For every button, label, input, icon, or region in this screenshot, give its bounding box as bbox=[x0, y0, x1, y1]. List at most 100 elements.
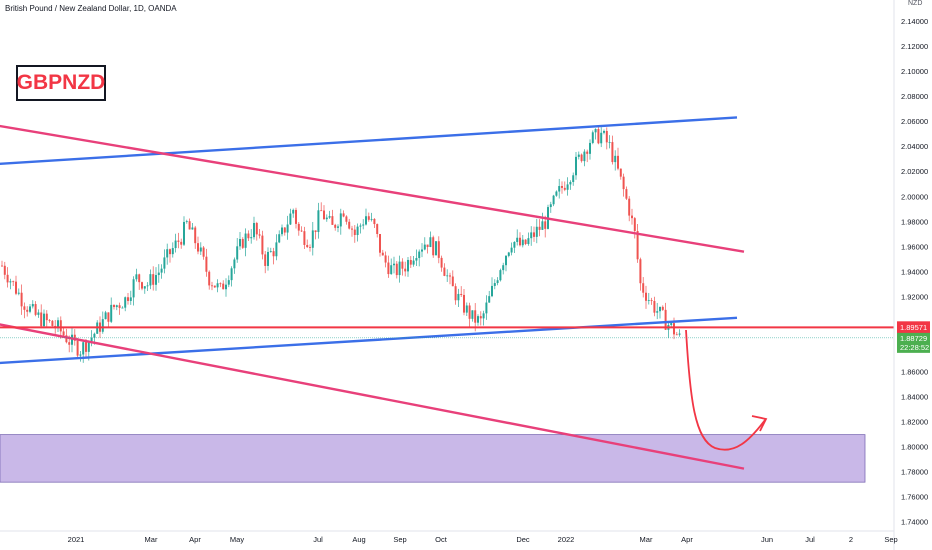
projection-arrow bbox=[685, 329, 768, 451]
candle-body bbox=[241, 239, 244, 248]
candle-body bbox=[121, 307, 124, 309]
price-tick-label: 2.00000 bbox=[901, 192, 928, 201]
candle-body bbox=[281, 227, 283, 235]
time-tick-label: Dec bbox=[516, 535, 530, 544]
candle-body bbox=[479, 316, 482, 319]
candle-body bbox=[141, 282, 143, 289]
price-tick-label: 2.04000 bbox=[901, 142, 928, 151]
candle-body bbox=[418, 251, 421, 259]
time-axis[interactable]: 2021 Mar Apr May Jul Aug Sep Oct Dec 2022 Mar Apr Ju… bbox=[0, 530, 898, 544]
candle-body bbox=[625, 189, 628, 199]
candle-body bbox=[577, 154, 580, 157]
countdown-text: 22:28:52 bbox=[900, 343, 929, 352]
candle-body bbox=[15, 281, 17, 294]
candle-body bbox=[583, 151, 586, 162]
candle-body bbox=[639, 259, 642, 284]
candle-body bbox=[415, 258, 418, 261]
candle-body bbox=[653, 301, 656, 313]
candle-body bbox=[381, 252, 384, 256]
candle-body bbox=[367, 216, 370, 220]
candle-body bbox=[605, 130, 608, 143]
candle-body bbox=[1, 265, 3, 267]
candle-body bbox=[12, 281, 15, 283]
candle-body bbox=[530, 232, 533, 239]
candle-body bbox=[465, 305, 468, 313]
candle-body bbox=[3, 265, 6, 275]
time-tick-label: Apr bbox=[189, 535, 201, 544]
candle-body bbox=[496, 280, 499, 284]
candle-body bbox=[463, 294, 465, 313]
candle-body bbox=[303, 231, 306, 245]
candle-body bbox=[426, 244, 429, 247]
candle-body bbox=[608, 142, 611, 143]
candle-body bbox=[409, 259, 412, 265]
candle-body bbox=[342, 213, 345, 217]
candle-body bbox=[451, 276, 454, 287]
candle-body bbox=[174, 240, 177, 249]
candle-body bbox=[510, 247, 513, 253]
candle-body bbox=[6, 274, 9, 283]
candle-body bbox=[253, 222, 255, 238]
candle-body bbox=[199, 247, 202, 252]
candle-body bbox=[211, 285, 213, 287]
price-axis[interactable]: 2.14000 2.12000 2.10000 2.08000 2.06000 2.040… bbox=[893, 0, 928, 550]
candle-body bbox=[659, 306, 661, 312]
candle-body bbox=[127, 297, 129, 301]
candle-body bbox=[230, 268, 233, 281]
candle-body bbox=[149, 274, 152, 286]
candle-body bbox=[31, 304, 34, 307]
candle-body bbox=[650, 300, 653, 302]
candle-body bbox=[359, 225, 362, 227]
candle-body bbox=[157, 272, 160, 276]
currency-tag: NZD bbox=[908, 0, 923, 7]
candle-body bbox=[286, 224, 289, 233]
candle-body bbox=[328, 216, 331, 218]
candle-body bbox=[337, 226, 339, 228]
candle-body bbox=[446, 275, 449, 277]
candle-body bbox=[622, 176, 625, 190]
projection-curve bbox=[685, 329, 766, 451]
last-price-badge bbox=[897, 332, 930, 353]
candle-body bbox=[563, 187, 566, 190]
candle-body bbox=[26, 309, 29, 312]
candle-body bbox=[171, 248, 174, 255]
candle-body bbox=[283, 227, 286, 233]
candle-body bbox=[51, 320, 54, 326]
candle-body bbox=[191, 227, 194, 230]
candle-body bbox=[239, 239, 241, 247]
candle-body bbox=[152, 274, 155, 285]
candle-body bbox=[586, 151, 589, 154]
price-tick-label: 1.86000 bbox=[901, 368, 928, 377]
candle-body bbox=[101, 319, 104, 332]
price-tick-label: 2.14000 bbox=[901, 17, 928, 26]
candle-body bbox=[507, 252, 510, 256]
candle-body bbox=[493, 283, 496, 286]
candle-body bbox=[678, 333, 681, 335]
candle-body bbox=[460, 293, 463, 295]
candle-body bbox=[113, 304, 115, 308]
candle-body bbox=[258, 234, 261, 236]
candle-body bbox=[9, 281, 12, 283]
time-tick-label: Sep bbox=[884, 535, 897, 544]
level-price-text: 1.89571 bbox=[900, 323, 927, 332]
candle-body bbox=[180, 241, 183, 245]
candle-body bbox=[474, 310, 477, 323]
candle-body bbox=[513, 241, 516, 248]
candle-body bbox=[309, 247, 311, 248]
time-tick-label: May bbox=[230, 535, 244, 544]
candle-body bbox=[339, 213, 342, 227]
candle-body bbox=[384, 255, 387, 263]
candle-body bbox=[323, 210, 325, 220]
candle-body bbox=[549, 204, 552, 208]
candle-body bbox=[29, 306, 31, 312]
candle-body bbox=[250, 237, 253, 239]
candle-body bbox=[331, 216, 334, 225]
candle-body bbox=[272, 251, 275, 257]
candle-body bbox=[538, 226, 541, 230]
candle-body bbox=[488, 296, 491, 303]
candle-body bbox=[169, 249, 171, 255]
time-tick-label: Jul bbox=[313, 535, 323, 544]
candle-body bbox=[664, 309, 667, 330]
candle-body bbox=[118, 305, 121, 308]
